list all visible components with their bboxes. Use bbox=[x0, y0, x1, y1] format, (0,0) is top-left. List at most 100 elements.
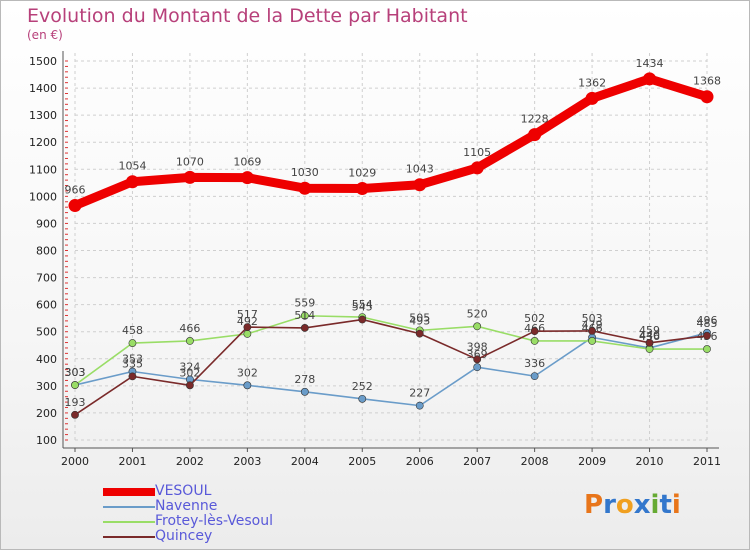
data-label: 502 bbox=[524, 312, 545, 325]
y-tick-label: 400 bbox=[36, 353, 57, 366]
logo-letter: P bbox=[584, 490, 604, 520]
data-point bbox=[585, 91, 599, 105]
series-line-2 bbox=[74, 314, 708, 386]
data-label: 336 bbox=[524, 357, 545, 370]
data-point bbox=[355, 182, 369, 196]
data-label: 1030 bbox=[291, 166, 319, 179]
data-label: 302 bbox=[237, 366, 258, 379]
data-point bbox=[125, 175, 139, 189]
data-label: 545 bbox=[352, 301, 373, 314]
data-label: 302 bbox=[179, 366, 200, 379]
x-tick-label: 2005 bbox=[348, 455, 376, 468]
data-point bbox=[645, 338, 654, 347]
x-tick-label: 2006 bbox=[406, 455, 434, 468]
data-point bbox=[300, 387, 309, 396]
series-line-3 bbox=[74, 318, 708, 416]
logo-letter: o bbox=[615, 490, 634, 520]
data-point bbox=[128, 372, 137, 381]
data-label: 1368 bbox=[693, 75, 721, 88]
data-label: 459 bbox=[639, 324, 660, 337]
data-label: 492 bbox=[237, 315, 258, 328]
series-line-0 bbox=[70, 74, 712, 211]
data-label: 966 bbox=[65, 184, 86, 197]
data-label: 1070 bbox=[176, 155, 204, 168]
logo-letter: i bbox=[650, 490, 660, 520]
data-label: 485 bbox=[697, 317, 718, 330]
data-point bbox=[68, 199, 82, 213]
data-point bbox=[415, 329, 424, 338]
data-point bbox=[528, 128, 542, 142]
data-point bbox=[240, 171, 254, 185]
y-tick-label: 700 bbox=[36, 272, 57, 285]
legend-label: VESOUL bbox=[155, 483, 212, 499]
data-label: 1228 bbox=[521, 113, 549, 126]
data-point bbox=[300, 311, 309, 320]
chart-title: Evolution du Montant de la Dette par Hab… bbox=[27, 5, 468, 27]
data-label: 303 bbox=[65, 366, 86, 379]
data-point bbox=[183, 170, 197, 184]
data-label: 436 bbox=[639, 330, 660, 343]
data-label: 1054 bbox=[118, 160, 146, 173]
x-tick-label: 2001 bbox=[118, 455, 146, 468]
data-point bbox=[588, 337, 596, 345]
data-point bbox=[643, 72, 657, 86]
data-label: 559 bbox=[294, 297, 315, 310]
x-tick-label: 2007 bbox=[463, 455, 491, 468]
y-tick-label: 200 bbox=[36, 407, 57, 420]
data-point bbox=[186, 381, 194, 390]
legend-label: Quincey bbox=[155, 528, 213, 544]
logo-letter: r bbox=[603, 490, 616, 520]
legend-label: Navenne bbox=[155, 498, 218, 514]
data-label: 252 bbox=[352, 380, 373, 393]
data-label: 324 bbox=[179, 360, 200, 373]
data-label: 227 bbox=[409, 387, 430, 400]
data-label: 479 bbox=[582, 318, 603, 331]
x-tick-label: 2008 bbox=[521, 455, 549, 468]
legend-label: Frotey-lès-Vesoul bbox=[155, 513, 273, 529]
x-tick-label: 2009 bbox=[578, 455, 606, 468]
y-tick-label: 1000 bbox=[29, 190, 57, 203]
y-tick-label: 600 bbox=[36, 299, 57, 312]
data-point bbox=[298, 181, 312, 195]
data-point bbox=[703, 331, 711, 340]
data-point bbox=[71, 410, 79, 419]
y-tick-label: 800 bbox=[36, 245, 57, 258]
data-point bbox=[243, 329, 252, 338]
y-tick-label: 1300 bbox=[29, 109, 57, 122]
y-tick-label: 500 bbox=[36, 326, 57, 339]
data-point bbox=[358, 315, 367, 324]
data-label: 193 bbox=[65, 396, 86, 409]
data-label: 1105 bbox=[463, 146, 491, 159]
data-label: 1043 bbox=[406, 163, 434, 176]
data-label: 1434 bbox=[636, 57, 664, 70]
proxiti-logo: Proxiti bbox=[584, 490, 681, 520]
data-point bbox=[243, 381, 252, 390]
data-label: 278 bbox=[294, 373, 315, 386]
data-point bbox=[71, 381, 79, 389]
data-point bbox=[700, 90, 714, 104]
x-tick-label: 2000 bbox=[61, 455, 89, 468]
data-label: 458 bbox=[122, 324, 143, 337]
y-tick-label: 1100 bbox=[29, 163, 57, 176]
y-tick-label: 900 bbox=[36, 217, 57, 230]
data-label: 514 bbox=[294, 309, 315, 322]
data-point bbox=[415, 401, 424, 410]
legend-swatch bbox=[103, 536, 155, 538]
data-label: 520 bbox=[467, 307, 488, 320]
y-tick-label: 100 bbox=[36, 434, 57, 447]
data-label: 493 bbox=[409, 315, 430, 328]
data-label: 505 bbox=[409, 311, 430, 324]
data-point bbox=[530, 337, 539, 345]
y-tick-label: 1200 bbox=[29, 136, 57, 149]
data-point bbox=[128, 339, 137, 347]
data-label: 503 bbox=[582, 312, 603, 325]
line-chart: 100 200 300 400 500 600 700 800 900 1000 1100 1200 1… bbox=[29, 51, 721, 468]
data-label: 353 bbox=[122, 353, 143, 366]
data-label: 1069 bbox=[233, 156, 261, 169]
logo-letter: i bbox=[671, 490, 681, 520]
data-label: 440 bbox=[639, 329, 660, 342]
data-label: 369 bbox=[467, 348, 488, 361]
y-tick-label: 1400 bbox=[29, 82, 57, 95]
data-point bbox=[186, 337, 194, 345]
